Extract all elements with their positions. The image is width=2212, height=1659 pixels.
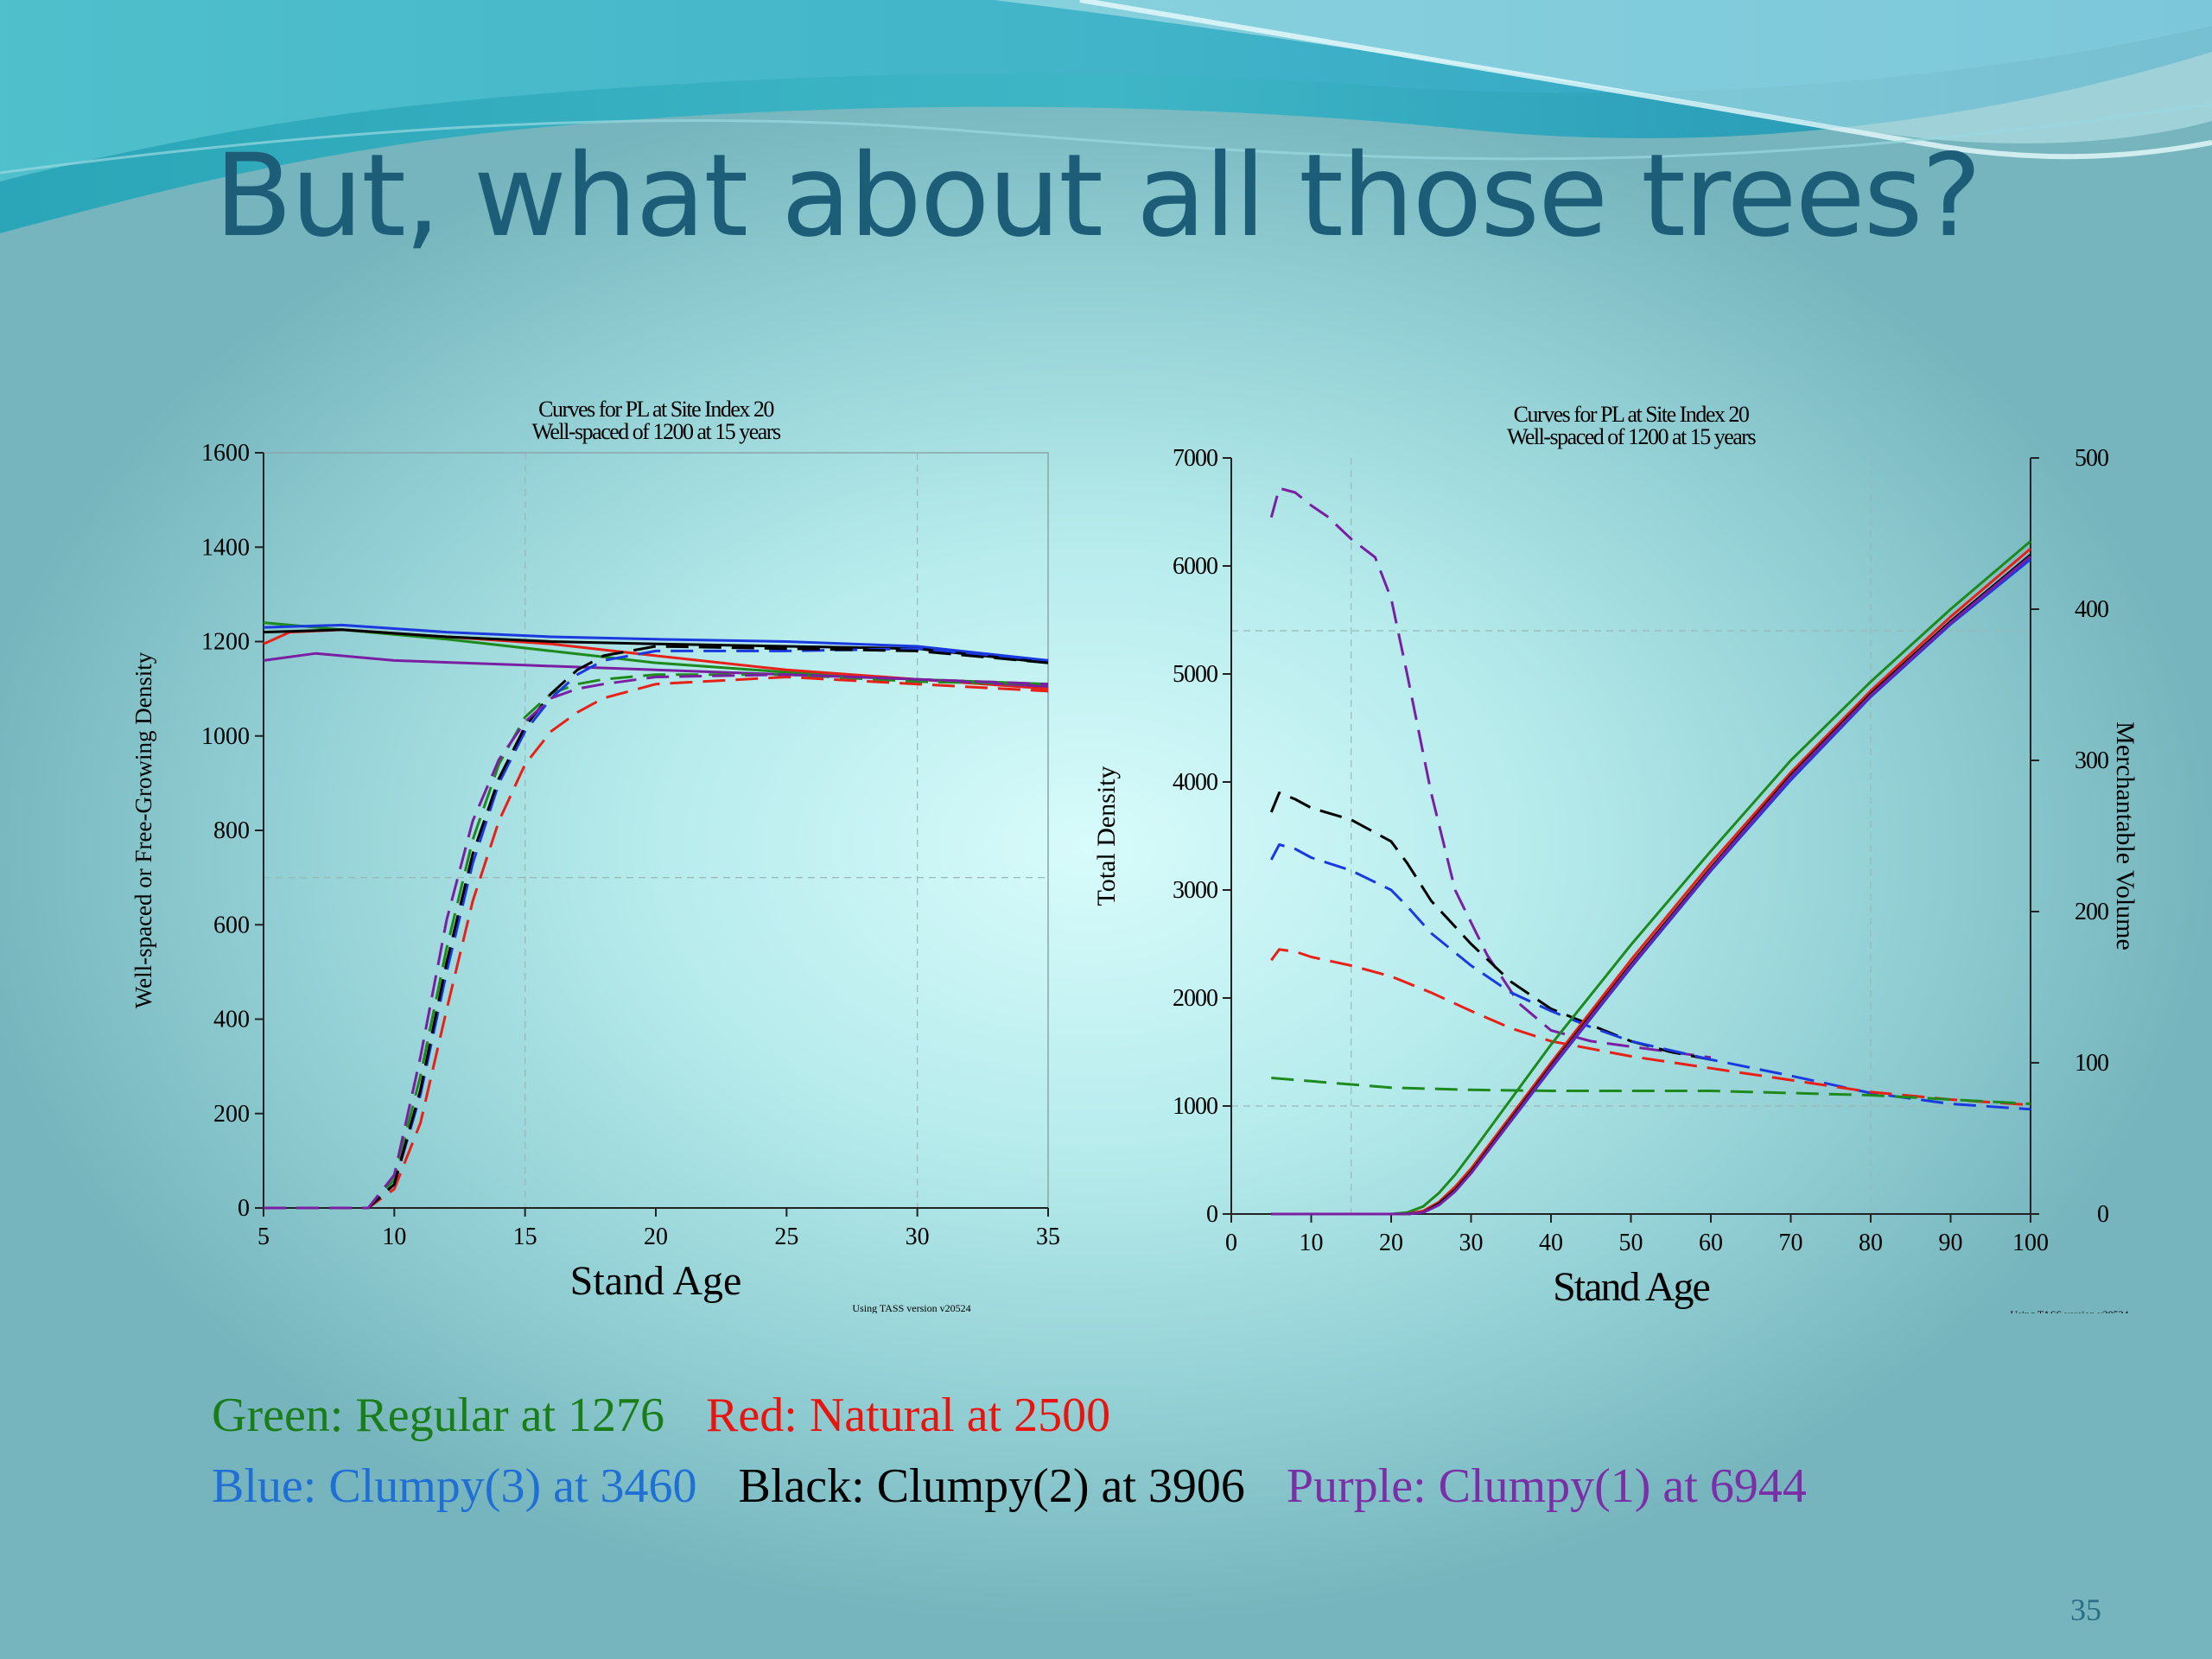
chart-subtitle: Well-spaced of 1200 at 15 years xyxy=(531,419,781,444)
x-tick-label: 50 xyxy=(1619,1230,1643,1256)
x-tick-label: 5 xyxy=(257,1224,270,1250)
x-tick-label: 35 xyxy=(1036,1224,1060,1250)
x-tick-label: 10 xyxy=(382,1224,406,1250)
series-line-black-dash xyxy=(264,645,1049,1210)
x-tick-label: 0 xyxy=(1225,1230,1237,1256)
series-line-blue-dash xyxy=(264,647,1049,1210)
series-line-black-solid xyxy=(263,628,1049,664)
chart-title: Curves for PL at Site Index 20 xyxy=(1514,402,1750,427)
x-axis-label: Stand Age xyxy=(570,1258,742,1304)
x-tick-label: 30 xyxy=(1459,1230,1484,1256)
series-line-purple-dash xyxy=(1269,486,1712,1059)
x-tick-label: 100 xyxy=(2012,1230,2049,1256)
y-tick-label: 1600 xyxy=(201,440,250,467)
x-tick-label: 60 xyxy=(1699,1230,1723,1256)
chart-title: Curves for PL at Site Index 20 xyxy=(538,397,774,422)
legend-row-2: Blue: Clumpy(3) at 3460 Black: Clumpy(2)… xyxy=(212,1451,1836,1522)
series-line-red-dash xyxy=(1270,948,2031,1107)
y2-tick-label: 200 xyxy=(2075,899,2108,925)
x-tick-label: 20 xyxy=(644,1224,668,1250)
x-tick-label: 15 xyxy=(513,1224,537,1250)
series-line-purple-solid xyxy=(1271,555,2031,1216)
legend-black: Black: Clumpy(2) at 3906 xyxy=(738,1459,1245,1513)
footnote: Using TASS version v20524 xyxy=(852,1302,970,1313)
y-tick-label: 800 xyxy=(213,817,250,844)
series-line-green-solid xyxy=(1271,540,2031,1216)
y2-tick-label: 400 xyxy=(2075,596,2108,623)
y2-tick-label: 0 xyxy=(2097,1201,2108,1228)
y2-tick-label: 300 xyxy=(2075,747,2108,774)
series-line-green-dash xyxy=(264,673,1049,1210)
y-tick-label: 1200 xyxy=(201,629,250,656)
y2-axis-label: Merchantable Volume xyxy=(2111,721,2139,950)
y-tick-label: 600 xyxy=(213,912,250,938)
chart-left-density: Curves for PL at Site Index 20Well-space… xyxy=(130,397,1060,1313)
y-tick-label: 1000 xyxy=(201,723,250,750)
y-tick-label: 0 xyxy=(1206,1201,1217,1228)
x-tick-label: 30 xyxy=(906,1224,930,1250)
x-tick-label: 70 xyxy=(1779,1230,1803,1256)
x-tick-label: 40 xyxy=(1539,1230,1563,1256)
y-axis-label: Well-spaced or Free-Growing Density xyxy=(130,652,156,1008)
x-tick-label: 20 xyxy=(1379,1230,1403,1256)
y-tick-label: 2000 xyxy=(1173,985,1217,1012)
y2-tick-label: 100 xyxy=(2075,1050,2108,1077)
x-tick-label: 80 xyxy=(1859,1230,1883,1256)
y-tick-label: 6000 xyxy=(1173,553,1217,580)
x-axis-label: Stand Age xyxy=(1553,1264,1709,1310)
slide-title: But, what about all those trees? xyxy=(214,130,1982,263)
plot-frame xyxy=(263,452,1049,1209)
legend-red: Red: Natural at 2500 xyxy=(706,1389,1111,1442)
decorative-wave-banner xyxy=(0,0,2212,233)
y-tick-label: 7000 xyxy=(1173,445,1217,472)
y-tick-label: 0 xyxy=(238,1195,250,1222)
series-line-purple-dash xyxy=(264,673,1049,1210)
x-tick-label: 25 xyxy=(774,1224,798,1250)
legend: Green: Regular at 1276 Red: Natural at 2… xyxy=(212,1380,1836,1522)
series-line-red-solid xyxy=(1271,547,2031,1216)
chart-right-total-density-volume: Curves for PL at Site Index 20Well-space… xyxy=(1092,402,2139,1313)
y-tick-label: 3000 xyxy=(1173,877,1217,904)
page-number: 35 xyxy=(2070,1592,2101,1627)
series-line-green-dash xyxy=(1271,1077,2031,1105)
y-tick-label: 200 xyxy=(213,1101,250,1128)
y-axis-label: Total Density xyxy=(1092,766,1121,906)
series-line-blue-dash xyxy=(1269,843,2031,1111)
legend-purple: Purple: Clumpy(1) at 6944 xyxy=(1286,1459,1807,1513)
legend-blue: Blue: Clumpy(3) at 3460 xyxy=(212,1459,697,1513)
series-line-red-dash xyxy=(264,676,1049,1210)
y-tick-label: 5000 xyxy=(1173,661,1217,688)
y-tick-label: 1000 xyxy=(1173,1093,1217,1120)
footnote: Using TASS version v20524 xyxy=(2010,1308,2128,1313)
legend-row-1: Green: Regular at 1276 Red: Natural at 2… xyxy=(212,1380,1836,1451)
x-tick-label: 10 xyxy=(1300,1230,1324,1256)
chart-subtitle: Well-spaced of 1200 at 15 years xyxy=(1507,424,1757,449)
y-tick-label: 1400 xyxy=(201,534,250,561)
y-tick-label: 400 xyxy=(213,1007,250,1033)
y-tick-label: 4000 xyxy=(1173,769,1217,796)
y2-tick-label: 500 xyxy=(2075,445,2108,472)
series-line-blue-solid xyxy=(263,623,1049,662)
x-tick-label: 90 xyxy=(1939,1230,1963,1256)
legend-green: Green: Regular at 1276 xyxy=(212,1389,665,1442)
